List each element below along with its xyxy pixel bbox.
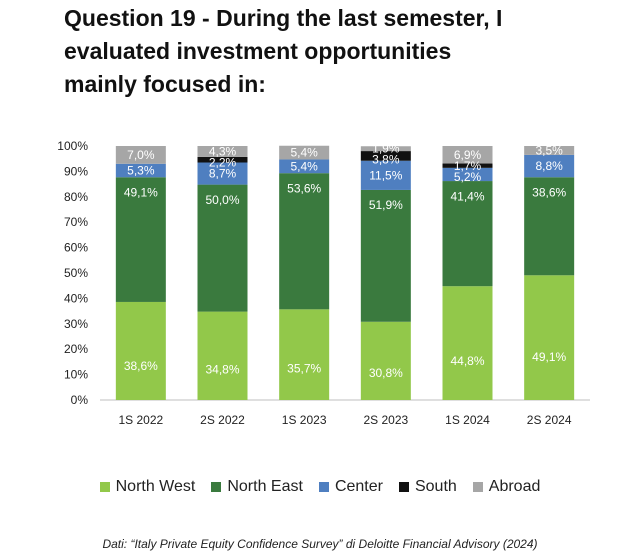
bar-segment-north-east: [360, 189, 411, 322]
legend-label: South: [414, 478, 457, 495]
bar-segment-north-west: [279, 309, 330, 400]
bar-segment-south: [197, 156, 248, 163]
data-label: 11,5%: [369, 168, 402, 182]
bar-segment-south: [442, 163, 493, 168]
stacked-bar-chart: 0% 10% 20% 30% 40% 50% 60% 70% 80% 90% 100% 1S 2022…: [57, 139, 590, 427]
y-tick-label: 100%: [57, 139, 88, 153]
bar-segment-north-east: [524, 177, 575, 276]
x-tick-label: 2S 2022: [200, 413, 245, 427]
data-label: 53,6%: [287, 181, 321, 195]
legend-swatch: [472, 482, 483, 492]
bar-segment-north-east: [197, 184, 248, 312]
y-tick-label: 70%: [64, 215, 88, 229]
bar-segment-center: [115, 163, 166, 178]
legend-swatch: [398, 482, 409, 492]
legend-item: North East: [211, 478, 303, 496]
y-tick-label: 30%: [64, 317, 88, 331]
bar-segment-center: [279, 159, 330, 174]
data-label: 5,4%: [290, 159, 318, 173]
data-label: 5,3%: [127, 164, 155, 178]
bar-segment-abroad: [197, 146, 248, 157]
legend-swatch: [99, 482, 110, 492]
y-tick-label: 0%: [71, 393, 89, 407]
legend-item: South: [398, 478, 457, 496]
data-label: 38,6%: [532, 185, 566, 199]
bar-segment-north-west: [360, 321, 411, 400]
y-tick-label: 10%: [64, 368, 88, 382]
data-label: 38,6%: [124, 359, 158, 373]
y-tick-label: 50%: [64, 266, 88, 280]
legend-item: North West: [99, 478, 196, 496]
data-label: 5,4%: [290, 146, 318, 160]
data-label: 4,3%: [209, 144, 237, 158]
y-tick-label: 60%: [64, 241, 88, 255]
data-label: 3,8%: [372, 153, 400, 167]
data-label: 8,8%: [535, 159, 563, 173]
legend-label: Abroad: [488, 478, 541, 495]
bar-segment-center: [524, 154, 575, 178]
data-label: 1,7%: [454, 159, 482, 173]
data-label: 30,8%: [369, 366, 403, 380]
y-tick-label: 20%: [64, 342, 88, 356]
bar-segment-abroad: [442, 146, 493, 164]
bar-segment-abroad: [360, 146, 411, 152]
legend-label: North East: [227, 478, 303, 495]
x-tick-label: 1S 2023: [282, 413, 327, 427]
data-label: 35,7%: [287, 362, 321, 376]
data-label: 8,7%: [209, 167, 237, 181]
x-tick-label: 1S 2022: [118, 413, 163, 427]
bar-segment-abroad: [524, 146, 575, 155]
data-label: 3,5%: [535, 143, 563, 157]
legend-item: Center: [318, 478, 383, 496]
legend-label: North West: [115, 478, 196, 495]
bar-segment-north-east: [115, 177, 166, 302]
data-label: 49,1%: [532, 350, 566, 364]
y-tick-label: 80%: [64, 190, 88, 204]
y-tick-label: 40%: [64, 291, 88, 305]
legend-swatch: [318, 482, 329, 492]
data-label: 49,1%: [124, 185, 158, 199]
bar-segment-north-west: [524, 275, 575, 400]
data-label: 6,9%: [454, 148, 482, 162]
bar-segment-south: [360, 151, 411, 161]
data-label: 7,0%: [127, 148, 155, 162]
data-label: 5,2%: [454, 170, 482, 184]
bar-segment-north-east: [442, 181, 493, 287]
legend-label: Center: [334, 478, 383, 495]
bar-segment-center: [197, 162, 248, 185]
legend-swatch: [211, 482, 222, 492]
data-label: 34,8%: [205, 363, 239, 377]
source-note: Dati: “Italy Private Equity Confidence S…: [102, 537, 538, 551]
bar-segment-center: [442, 167, 493, 182]
bar-segment-north-west: [115, 301, 166, 400]
data-label: 2,2%: [209, 155, 237, 169]
bar-segment-center: [360, 160, 411, 190]
bar-segment-abroad: [279, 145, 330, 160]
data-label: 1,9%: [372, 142, 400, 156]
y-tick-label: 90%: [64, 164, 88, 178]
chart-title: Question 19 - During the last semester, …: [64, 5, 503, 97]
data-label: 41,4%: [450, 189, 484, 203]
bar-segment-north-east: [279, 173, 330, 310]
legend: North West North East Center South Abroad: [0, 478, 640, 496]
data-label: 50,0%: [205, 193, 239, 207]
bar-segment-north-west: [442, 286, 493, 400]
bar-segment-north-west: [197, 311, 248, 400]
x-tick-label: 1S 2024: [445, 413, 490, 427]
x-tick-label: 2S 2023: [363, 413, 408, 427]
data-label: 44,8%: [450, 354, 484, 368]
bar-segment-abroad: [115, 146, 166, 164]
legend-item: Abroad: [472, 478, 541, 496]
x-tick-label: 2S 2024: [527, 413, 572, 427]
data-label: 51,9%: [369, 198, 403, 212]
